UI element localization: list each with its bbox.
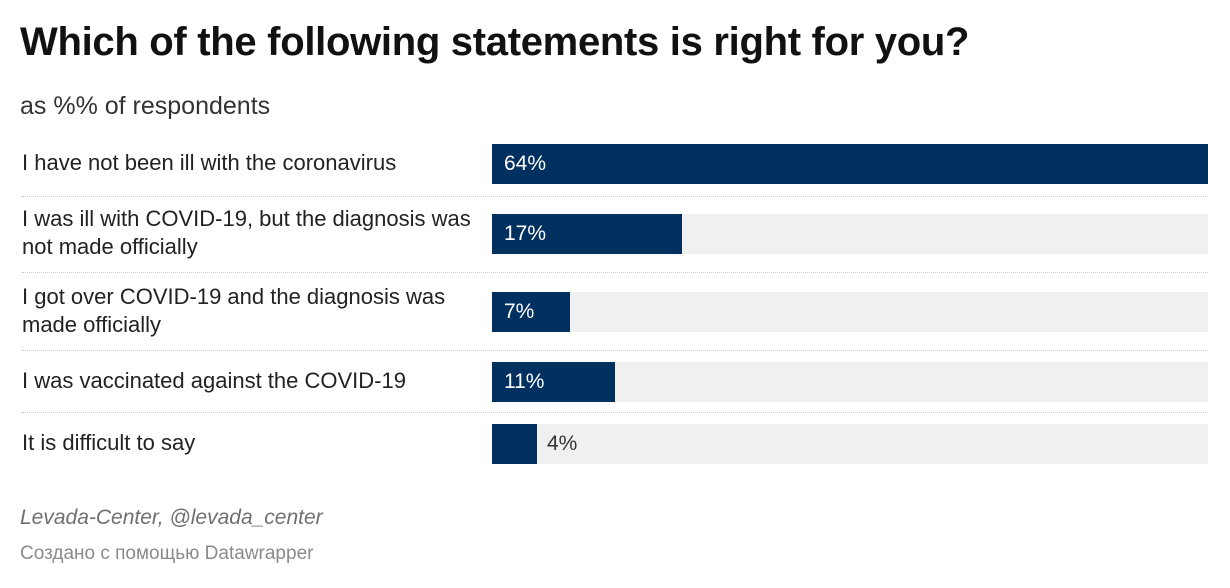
bar: [492, 144, 1208, 184]
category-label: I was ill with COVID-19, but the diagnos…: [22, 206, 471, 259]
category-label: I have not been ill with the coronavirus: [22, 150, 397, 175]
bar: [492, 362, 615, 402]
chart-title: Which of the following statements is rig…: [20, 20, 970, 64]
value-label: 64%: [504, 152, 547, 175]
category-label: It is difficult to say: [22, 430, 196, 455]
bar: [492, 424, 537, 464]
value-label: 17%: [504, 222, 547, 245]
bar-track: 7%: [492, 292, 1208, 332]
bar-track: 17%: [492, 214, 1208, 254]
row-divider: [22, 272, 1208, 273]
category-label: I was vaccinated against the COVID-19: [22, 368, 406, 393]
row-divider: [22, 196, 1208, 197]
source-note: Levada-Center, @levada_center: [20, 506, 323, 529]
bar-track: 11%: [492, 362, 1208, 402]
row-divider: [22, 412, 1208, 413]
datawrapper-credit: Создано с помощью Datawrapper: [20, 543, 314, 564]
bar: [492, 214, 682, 254]
row-divider: [22, 350, 1208, 351]
bar-track: 4%: [492, 424, 1208, 464]
value-label: 11%: [504, 370, 545, 393]
category-label: I got over COVID-19 and the diagnosis wa…: [22, 284, 446, 337]
bar-track: 64%: [492, 144, 1208, 184]
value-label: 4%: [547, 432, 578, 455]
value-label: 7%: [504, 300, 535, 323]
bar: [492, 292, 570, 332]
chart-subtitle: as %% of respondents: [20, 92, 271, 120]
